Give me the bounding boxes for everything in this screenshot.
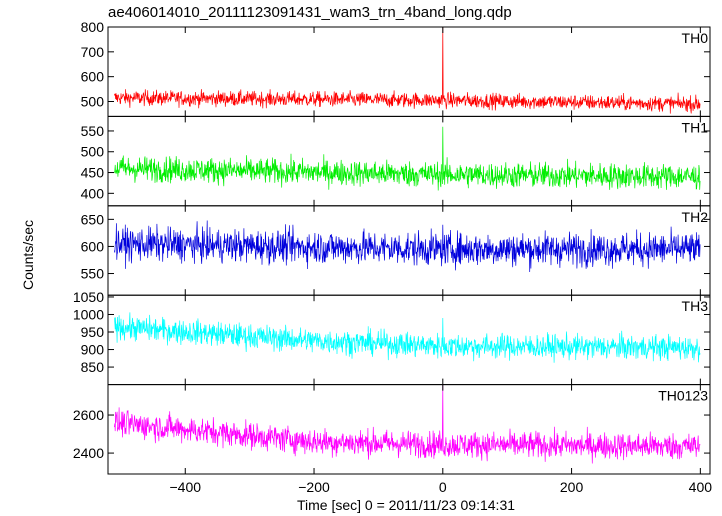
chart-title: ae406014010_20111123091431_wam3_trn_4ban…: [108, 4, 512, 21]
y-tick-label: 2400: [73, 445, 104, 461]
y-axis-label: Counts/sec: [20, 219, 36, 291]
y-tick-label: 600: [81, 69, 105, 85]
y-tick-label: 550: [81, 266, 105, 282]
y-tick-label: 1050: [73, 289, 104, 305]
y-tick-label: 1000: [73, 306, 104, 322]
y-tick-label: 450: [81, 165, 105, 181]
y-tick-label: 550: [81, 123, 105, 139]
y-tick-label: 400: [81, 185, 105, 201]
y-tick-label: 500: [81, 144, 105, 160]
panel-label-th1: TH1: [682, 119, 709, 135]
series-line-th3: [114, 312, 701, 363]
y-tick-label: 2600: [73, 407, 104, 423]
series-line-th0123: [114, 384, 701, 464]
y-tick-label: 950: [81, 324, 105, 340]
y-tick-label: 500: [81, 94, 105, 110]
y-tick-label: 700: [81, 44, 105, 60]
panel-frame-th0123: [107, 384, 711, 475]
panel-label-th3: TH3: [682, 298, 709, 314]
series-line-th1: [114, 126, 701, 191]
x-tick-label: 200: [560, 479, 584, 495]
panel-label-th0123: TH0123: [658, 388, 708, 404]
y-tick-label: 900: [81, 342, 105, 358]
y-tick-label: 650: [81, 211, 105, 227]
x-axis-label: Time [sec] 0 = 2011/11/23 09:14:31: [296, 497, 516, 513]
y-tick-label: 850: [81, 359, 105, 375]
y-tick-label: 800: [81, 19, 105, 35]
series-line-th0: [114, 26, 701, 114]
panel-label-th2: TH2: [682, 209, 709, 225]
x-tick-label: 0: [439, 479, 447, 495]
x-tick-label: −200: [298, 479, 330, 495]
series-line-th2: [114, 220, 701, 273]
x-tick-label: −400: [169, 479, 201, 495]
x-tick-label: 400: [689, 479, 713, 495]
panel-label-th0: TH0: [682, 30, 709, 46]
y-tick-label: 600: [81, 238, 105, 254]
panel-frame-th1: [107, 115, 711, 207]
